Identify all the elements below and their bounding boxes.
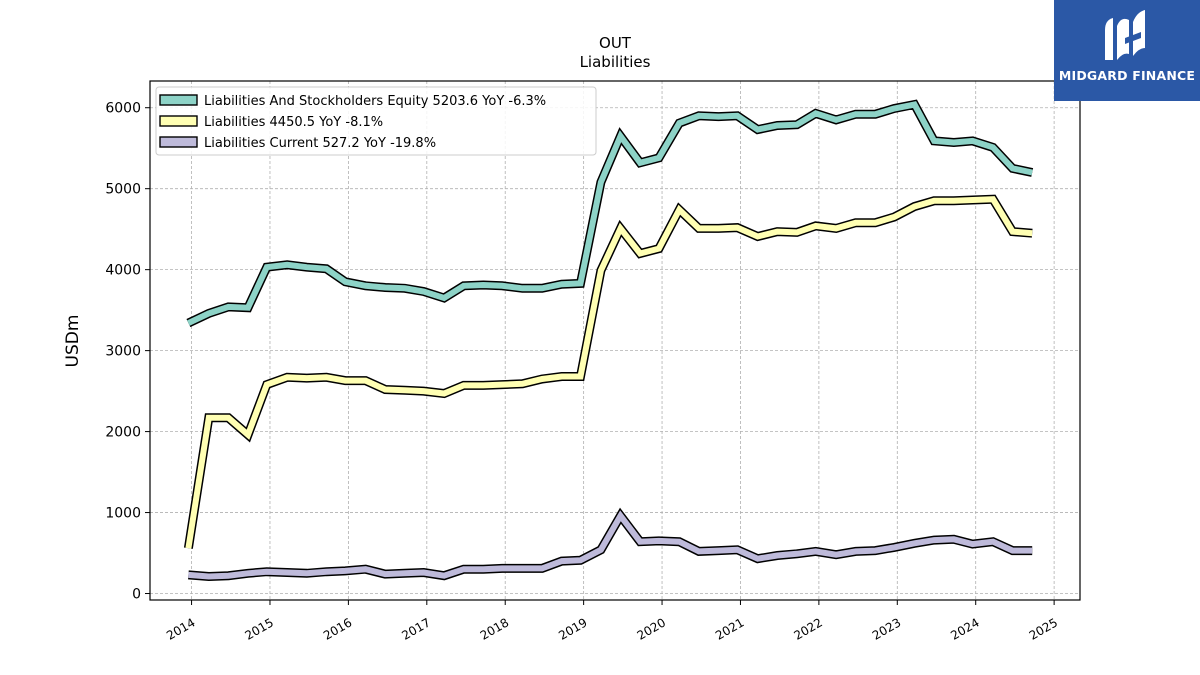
- x-tick-label: 2022: [791, 615, 824, 642]
- y-tick-label: 5000: [105, 182, 141, 198]
- x-tick-label: 2018: [478, 615, 511, 642]
- series-line: [185, 196, 1033, 549]
- legend-swatch: [159, 94, 198, 106]
- legend-label: Liabilities Current 527.2 YoY -19.8%: [204, 136, 436, 151]
- y-tick-label: 3000: [105, 344, 141, 360]
- series-line: [188, 510, 1033, 580]
- series-2: [188, 507, 1033, 582]
- legend: Liabilities And Stockholders Equity 5203…: [155, 86, 597, 156]
- legend-swatch: [159, 115, 198, 127]
- x-tick-label: 2019: [556, 615, 589, 642]
- series-line: [187, 101, 1033, 326]
- x-tick-label: 2017: [399, 615, 432, 642]
- legend-box: [155, 86, 597, 156]
- x-tick-label: 2020: [635, 615, 668, 642]
- chart-title: OUT: [599, 34, 632, 52]
- y-tick-label: 2000: [105, 425, 141, 441]
- y-tick-label: 4000: [105, 263, 141, 279]
- legend-label: Liabilities And Stockholders Equity 5203…: [204, 94, 546, 109]
- brand-name: MIDGARD FINANCE: [1058, 68, 1196, 83]
- legend-label: Liabilities 4450.5 YoY -8.1%: [204, 115, 383, 130]
- brand-mark-icon: [1105, 10, 1145, 60]
- chart-subtitle: Liabilities: [580, 53, 651, 71]
- x-tick-label: 2021: [713, 615, 746, 642]
- y-axis-label: USDm: [63, 315, 83, 368]
- y-tick-label: 6000: [105, 101, 141, 117]
- y-tick-label: 0: [132, 587, 141, 603]
- legend-swatch: [159, 136, 198, 148]
- x-tick-label: 2024: [948, 615, 981, 642]
- series-layer: [183, 99, 1034, 582]
- y-tick-label: 1000: [105, 506, 141, 522]
- series-0: [186, 99, 1034, 328]
- x-tick-label: 2014: [164, 615, 197, 642]
- series-1: [183, 194, 1033, 549]
- x-tick-label: 2025: [1027, 615, 1060, 642]
- x-tick-label: 2016: [321, 615, 354, 642]
- x-tick-label: 2015: [243, 615, 276, 642]
- plot-frame: [149, 80, 1081, 601]
- grid: [150, 81, 1080, 600]
- x-tick-label: 2023: [870, 615, 903, 642]
- brand-logo: MIDGARD FINANCE: [1054, 0, 1200, 101]
